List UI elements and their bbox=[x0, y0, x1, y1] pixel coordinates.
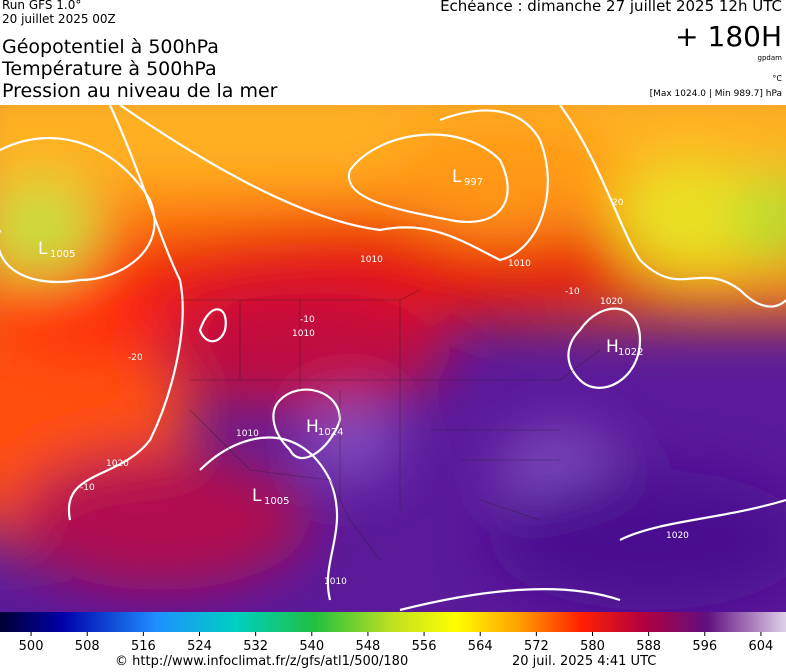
pressure-value: 1022 bbox=[618, 347, 643, 358]
title-3: Pression au niveau de la mer bbox=[2, 80, 278, 102]
pressure-value: 1005 bbox=[50, 249, 75, 260]
field bbox=[0, 105, 786, 612]
colorbar-label: 572 bbox=[524, 639, 549, 654]
contour-label: 1020 bbox=[106, 459, 129, 469]
contour-label: 1010 bbox=[324, 577, 347, 587]
contour-label: 1010 bbox=[236, 429, 259, 439]
temp-unit: °C bbox=[772, 74, 782, 83]
run-label: Run GFS 1.0° bbox=[2, 0, 82, 12]
colorbar-label: 580 bbox=[580, 639, 605, 654]
colorbar-label: 508 bbox=[75, 639, 100, 654]
contour-label: -10 bbox=[300, 315, 315, 325]
colorbar-label: 604 bbox=[749, 639, 774, 654]
colorbar-label: 524 bbox=[187, 639, 212, 654]
contour-label: 1020 bbox=[666, 531, 689, 541]
colorbar-label: 532 bbox=[243, 639, 268, 654]
echeance: Echéance : dimanche 27 juillet 2025 12h … bbox=[440, 0, 782, 15]
contour-label: -10 bbox=[80, 483, 95, 493]
pressure-value: 1024 bbox=[318, 427, 343, 438]
colorbar-label: 500 bbox=[19, 639, 44, 654]
pressure-value: 1005 bbox=[264, 496, 289, 507]
lead-time: + 180H bbox=[675, 20, 782, 53]
footer-source: © http://www.infoclimat.fr/z/gfs/atl1/50… bbox=[115, 654, 409, 669]
pressure-symbol: H bbox=[606, 337, 619, 357]
contour-label: -10 bbox=[565, 287, 580, 297]
contour-label: -20 bbox=[128, 353, 143, 363]
colorbar-label: 588 bbox=[636, 639, 661, 654]
pressure-symbol: H bbox=[306, 417, 319, 437]
run-date: 20 juillet 2025 00Z bbox=[2, 12, 116, 26]
borders bbox=[180, 289, 601, 561]
contour-label: 1010 bbox=[360, 255, 383, 265]
colorbar-label: 540 bbox=[299, 639, 324, 654]
colorbar-label: 596 bbox=[692, 639, 717, 654]
title-1: Géopotentiel à 500hPa bbox=[2, 36, 219, 58]
pressure-symbol: L bbox=[38, 239, 48, 259]
colorbar-label: 556 bbox=[412, 639, 437, 654]
pressure-value: 997 bbox=[464, 177, 483, 188]
contour-label: 20 bbox=[612, 198, 624, 208]
colorbar-label: 564 bbox=[468, 639, 493, 654]
contour-label: 1020 bbox=[600, 297, 623, 307]
pressure-range: [Max 1024.0 | Min 989.7] hPa bbox=[649, 89, 782, 99]
footer-generated: 20 juil. 2025 4:41 UTC bbox=[512, 654, 657, 669]
title-2: Température à 500hPa bbox=[2, 58, 217, 80]
contour-label: 1010 bbox=[508, 259, 531, 269]
colorbar bbox=[0, 612, 786, 632]
unit: gpdam bbox=[757, 54, 782, 62]
isobars bbox=[0, 105, 786, 612]
colorbar-label: 548 bbox=[356, 639, 381, 654]
pressure-symbol: L bbox=[252, 486, 262, 506]
colorbar-label: 516 bbox=[131, 639, 156, 654]
pressure-symbol: L bbox=[452, 167, 462, 187]
contour-label: 1010 bbox=[292, 329, 315, 339]
